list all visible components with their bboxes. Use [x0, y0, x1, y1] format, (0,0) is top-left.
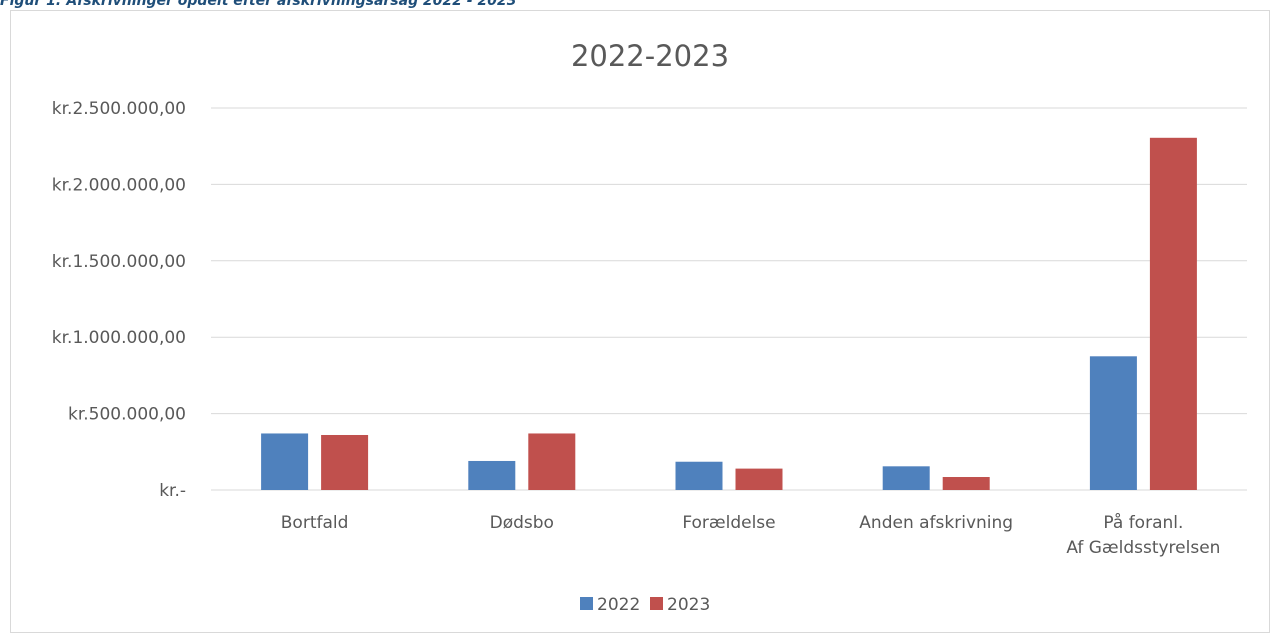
x-tick-label: Af Gældsstyrelsen [1066, 538, 1220, 558]
bar-2022-1 [468, 460, 516, 490]
bar-2023-3 [942, 477, 990, 490]
bar-2022-2 [675, 461, 723, 490]
legend-label-2022: 2022 [597, 595, 640, 615]
x-tick-label: Anden afskrivning [859, 513, 1013, 533]
bar-2023-0 [321, 434, 369, 490]
bar-2023-2 [735, 468, 783, 490]
x-tick-label: Bortfald [281, 513, 349, 533]
y-tick-label: kr.- [159, 481, 186, 501]
chart-area [10, 10, 1270, 633]
x-tick-label: På foranl. [1103, 512, 1183, 533]
y-tick-label: kr.2.000.000,00 [52, 175, 186, 195]
legend-label-2023: 2023 [667, 595, 710, 615]
legend-swatch-2023 [650, 597, 663, 610]
x-tick-label: Forældelse [682, 513, 775, 533]
bar-2022-4 [1089, 356, 1137, 490]
y-tick-label: kr.500.000,00 [68, 405, 186, 425]
bar-2022-0 [261, 433, 309, 490]
chart-title: 2022-2023 [571, 39, 729, 73]
figure-caption: Figur 1: Afskrivninger opdelt efter afsk… [0, 0, 517, 9]
y-tick-label: kr.2.500.000,00 [52, 99, 186, 119]
x-tick-label: Dødsbo [490, 513, 554, 533]
y-tick-label: kr.1.000.000,00 [52, 328, 186, 348]
legend-swatch-2022 [580, 597, 593, 610]
y-tick-label: kr.1.500.000,00 [52, 252, 186, 272]
bar-2023-1 [528, 433, 576, 490]
bar-2022-3 [882, 466, 930, 490]
bar-2023-4 [1149, 137, 1197, 490]
